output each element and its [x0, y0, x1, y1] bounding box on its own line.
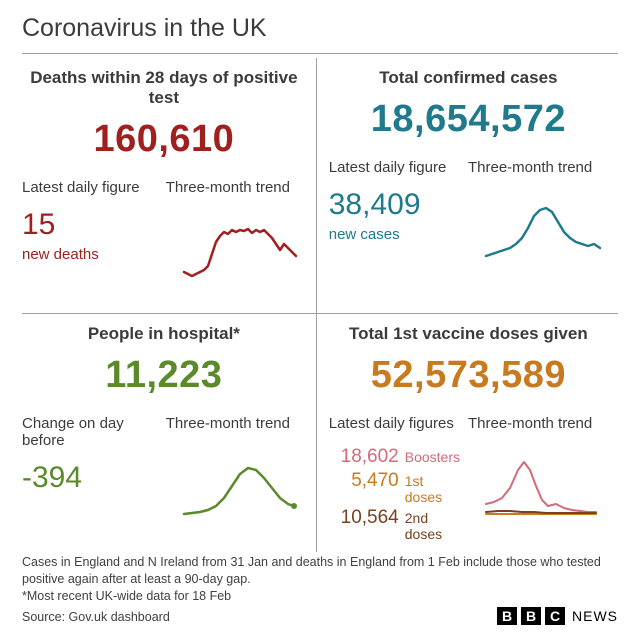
cases-daily-caption: new cases: [329, 226, 460, 243]
footer-source: Source: Gov.uk dashboard: [22, 609, 170, 626]
hospital-total: 11,223: [22, 354, 306, 397]
first-doses-value: 5,470: [329, 470, 399, 492]
panel-hospital-title: People in hospital*: [22, 324, 306, 344]
deaths-trend-label: Three-month trend: [166, 179, 306, 196]
vaccine-row-second: 10,564 2nd doses: [329, 507, 460, 542]
boosters-value: 18,602: [329, 446, 399, 468]
vaccines-total: 52,573,589: [329, 354, 608, 397]
vaccine-row-first: 5,470 1st doses: [329, 470, 460, 505]
vaccine-row-boosters: 18,602 Boosters: [329, 446, 460, 468]
panel-hospital: People in hospital* 11,223 Change on day…: [22, 314, 317, 552]
hospital-change-value: -394: [22, 463, 158, 493]
boosters-label: Boosters: [405, 449, 460, 465]
deaths-daily-value: 15: [22, 210, 158, 240]
panel-vaccines-title: Total 1st vaccine doses given: [329, 324, 608, 344]
bbc-logo-c: C: [545, 607, 565, 625]
deaths-daily-label: Latest daily figure: [22, 179, 158, 196]
deaths-sparkline: [166, 210, 306, 300]
footer-note-1: Cases in England and N Ireland from 31 J…: [22, 554, 618, 588]
second-doses-value: 10,564: [329, 507, 399, 529]
panel-vaccines: Total 1st vaccine doses given 52,573,589…: [317, 314, 618, 552]
footer: Cases in England and N Ireland from 31 J…: [22, 554, 618, 626]
panel-deaths: Deaths within 28 days of positive test 1…: [22, 58, 317, 314]
cases-total: 18,654,572: [329, 98, 608, 141]
vaccines-daily-label: Latest daily figures: [329, 415, 460, 432]
deaths-total: 160,610: [22, 118, 306, 161]
bbc-logo-b2: B: [521, 607, 541, 625]
first-doses-label: 1st doses: [405, 473, 460, 505]
cases-sparkline: [468, 190, 608, 280]
cases-daily-value: 38,409: [329, 190, 460, 220]
bbc-news-logo: B B C NEWS: [497, 607, 618, 626]
cases-daily-label: Latest daily figure: [329, 159, 460, 176]
hospital-trend-label: Three-month trend: [166, 415, 306, 432]
stats-grid: Deaths within 28 days of positive test 1…: [22, 58, 618, 548]
footer-note-2: *Most recent UK-wide data for 18 Feb: [22, 588, 618, 605]
vaccines-trend-label: Three-month trend: [468, 415, 608, 432]
panel-cases-title: Total confirmed cases: [329, 68, 608, 88]
bbc-logo-b1: B: [497, 607, 517, 625]
second-doses-label: 2nd doses: [405, 510, 460, 542]
page-title: Coronavirus in the UK: [22, 14, 618, 54]
cases-trend-label: Three-month trend: [468, 159, 608, 176]
hospital-sparkline: [166, 446, 306, 536]
hospital-change-label: Change on day before: [22, 415, 158, 449]
panel-deaths-title: Deaths within 28 days of positive test: [22, 68, 306, 108]
panel-cases: Total confirmed cases 18,654,572 Latest …: [317, 58, 618, 314]
vaccines-sparkline: [468, 446, 608, 536]
deaths-daily-caption: new deaths: [22, 246, 158, 263]
bbc-logo-news: NEWS: [572, 607, 618, 626]
